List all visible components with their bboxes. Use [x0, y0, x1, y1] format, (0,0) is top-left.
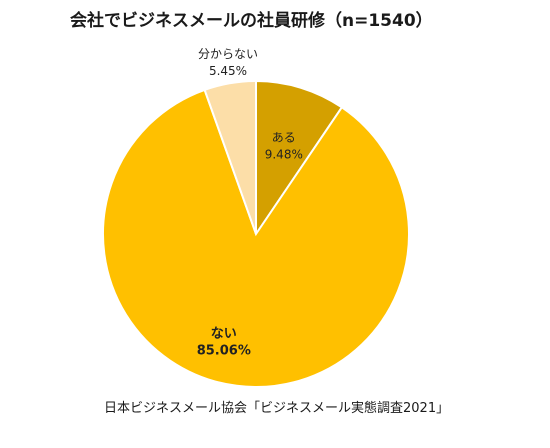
pie-labels: ある 9.48% ない 85.06% 分からない 5.45%	[197, 47, 303, 358]
slice-value-1: 9.48%	[265, 147, 303, 161]
slice-label-3: 分からない	[198, 47, 258, 61]
pie-slice-1	[255, 79, 344, 238]
chart-title: 会社でビジネスメールの社員研修（n=1540）	[70, 11, 433, 31]
slice-label-2: ない	[211, 326, 237, 341]
slice-value-2: 85.06%	[197, 343, 251, 358]
slice-value-3: 5.45%	[209, 64, 247, 78]
pie-slice-2	[102, 88, 410, 388]
slice-label-1: ある	[272, 130, 296, 144]
source-note: 日本ビジネスメール協会「ビジネスメール実態調査2021」	[104, 401, 450, 416]
pie-slice-3	[203, 79, 257, 235]
pie-slices	[102, 79, 410, 388]
